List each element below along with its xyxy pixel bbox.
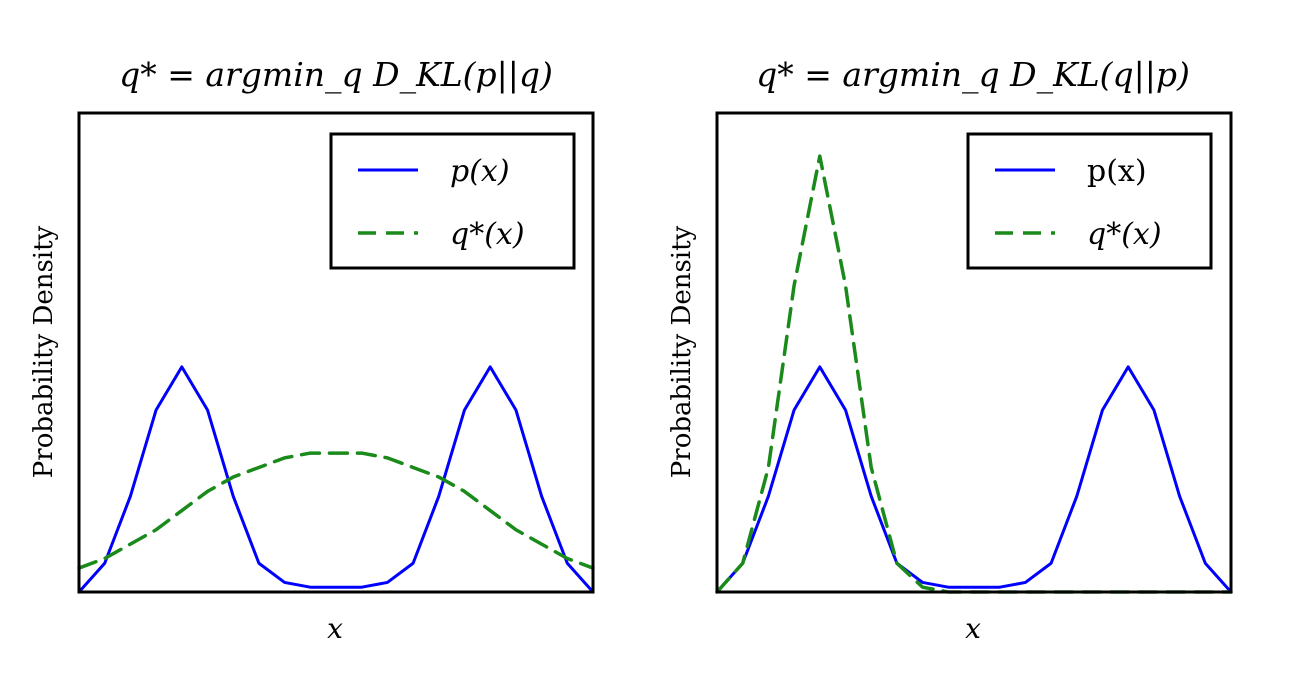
chart-right-legend-label-p: p(x) bbox=[1087, 154, 1147, 189]
chart-right-axes-frame bbox=[715, 111, 1233, 594]
chart-right-legend-label-q: q*(x) bbox=[1087, 217, 1162, 252]
chart-left-title: q* = argmin_q D_KL(p||q) bbox=[119, 55, 553, 95]
chart-left-xlabel: x bbox=[327, 612, 343, 645]
chart-left-legend-label-p: p(x) bbox=[450, 154, 510, 189]
chart-left-axes-frame bbox=[77, 111, 595, 594]
chart-right-legend-box bbox=[966, 132, 1213, 270]
chart-left: q* = argmin_q D_KL(p||q) Probability Den… bbox=[29, 55, 595, 645]
chart-left-legend-box bbox=[329, 132, 576, 270]
chart-left-legend: p(x) q*(x) bbox=[329, 132, 576, 270]
chart-right-ylabel: Probability Density bbox=[667, 225, 697, 478]
chart-left-legend-label-q: q*(x) bbox=[450, 217, 525, 252]
chart-right-title: q* = argmin_q D_KL(q||p) bbox=[756, 55, 1190, 95]
chart-right-series-p-line bbox=[715, 365, 1233, 594]
chart-left-series-p-line bbox=[77, 365, 595, 594]
chart-left-series-q-line bbox=[77, 451, 595, 570]
chart-right-legend: p(x) q*(x) bbox=[966, 132, 1213, 270]
chart-left-plot-area bbox=[77, 365, 595, 594]
chart-left-ylabel: Probability Density bbox=[29, 225, 59, 478]
chart-right: q* = argmin_q D_KL(q||p) Probability Den… bbox=[667, 55, 1233, 645]
chart-right-xlabel: x bbox=[965, 612, 981, 645]
